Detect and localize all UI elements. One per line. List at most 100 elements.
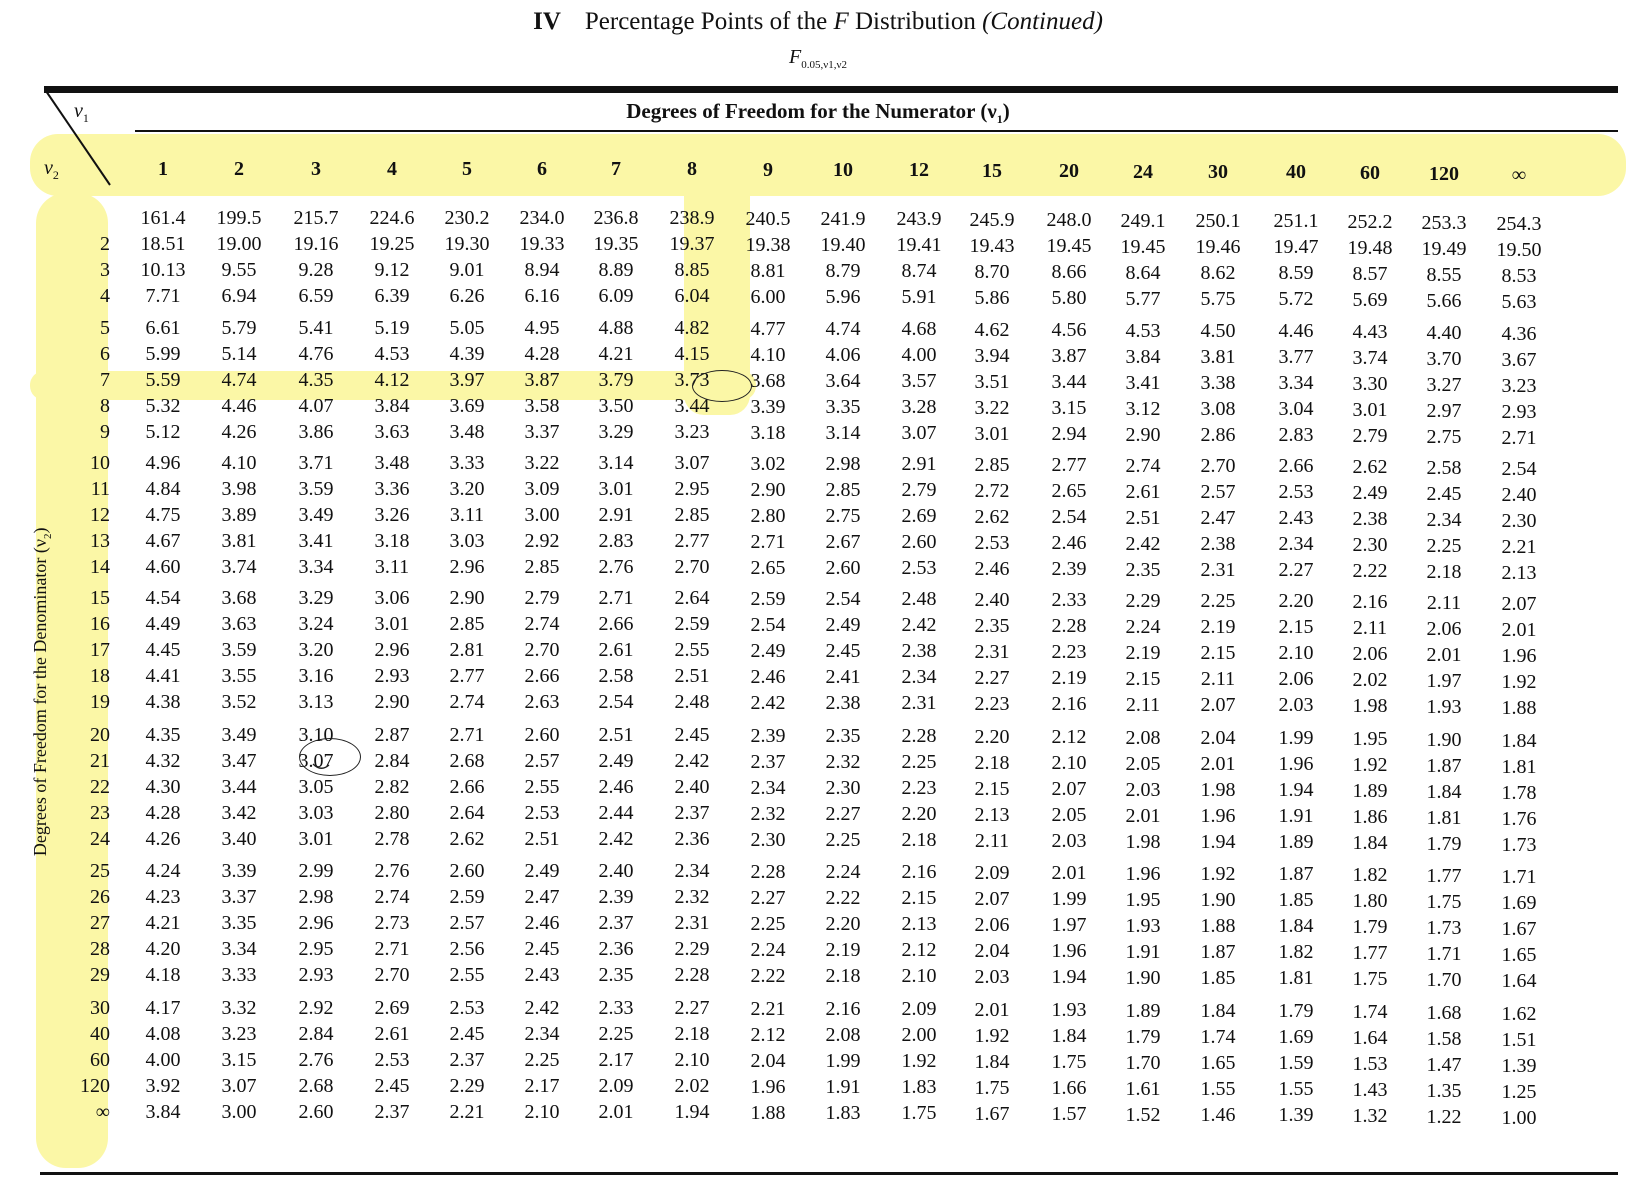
table-cell: 2.44: [598, 802, 634, 824]
table-row: 16 4.49 3.63 3.24 3.01 2.85 2.74 2.66 2.59 2.54 2.…: [0, 611, 1636, 641]
table-cell: 3.01: [974, 423, 1010, 445]
table-cell: 2.66: [598, 613, 634, 635]
table-cell: 2.41: [825, 666, 861, 688]
table-cell: 2.18: [974, 752, 1010, 774]
table-cell: 2.53: [901, 557, 937, 579]
table-cell: 2.49: [598, 750, 634, 772]
table-cell: 3.87: [1051, 345, 1087, 367]
table-row: 18 4.41 3.55 3.16 2.93 2.77 2.66 2.58 2.51 2.46 2.…: [0, 663, 1636, 693]
table-cell: 4.10: [221, 452, 257, 474]
table-cell: 3.28: [901, 396, 937, 418]
table-cell: 2.31: [674, 912, 710, 934]
table-cell: 2.72: [974, 480, 1010, 502]
table-cell: 2.27: [825, 803, 861, 825]
table-cell: 2.51: [524, 828, 560, 850]
table-cell: 9.55: [221, 259, 257, 281]
table-cell: 1.66: [1051, 1077, 1087, 1099]
table-cell: 2.54: [598, 691, 634, 713]
table-cell: 2.69: [901, 505, 937, 527]
table-cell: 2.38: [1352, 508, 1388, 530]
row-label: 29: [90, 964, 110, 986]
table-cell: 1.89: [1352, 780, 1388, 802]
table-cell: 4.06: [825, 344, 861, 366]
table-cell: 2.17: [598, 1049, 634, 1071]
table-cell: 2.28: [901, 725, 937, 747]
table-cell: 3.40: [221, 828, 257, 850]
table-cell: 3.13: [298, 691, 334, 713]
table-cell: 2.85: [524, 556, 560, 578]
table-cell: 2.49: [750, 640, 786, 662]
table-cell: 2.54: [750, 614, 786, 636]
table-cell: 6.09: [598, 285, 634, 307]
table-cell: 2.60: [298, 1101, 334, 1123]
table-cell: 2.06: [974, 914, 1010, 936]
table-cell: 3.50: [598, 395, 634, 417]
table-cell: 2.71: [1501, 427, 1537, 449]
table-cell: 2.83: [1278, 424, 1314, 446]
table-cell: 2.51: [598, 724, 634, 746]
table-cell: 2.55: [449, 964, 485, 986]
table-cell: 2.17: [524, 1075, 560, 1097]
table-cell: 199.5: [216, 207, 262, 229]
table-cell: 8.53: [1501, 265, 1537, 287]
table-cell: 2.53: [1278, 481, 1314, 503]
table-cell: 3.42: [221, 802, 257, 824]
table-cell: 1.99: [825, 1050, 861, 1072]
table-cell: 2.34: [750, 777, 786, 799]
table-cell: 1.97: [1426, 670, 1462, 692]
table-cell: 2.15: [1278, 616, 1314, 638]
table-cell: 234.0: [519, 207, 565, 229]
table-cell: 2.22: [825, 887, 861, 909]
table-cell: 2.20: [1278, 590, 1314, 612]
table-cell: 1.75: [974, 1077, 1010, 1099]
table-cell: 2.59: [750, 588, 786, 610]
table-cell: 3.11: [374, 556, 410, 578]
table-cell: 2.34: [901, 666, 937, 688]
table-cell: 1.86: [1352, 806, 1388, 828]
table-cell: 1.67: [1501, 918, 1537, 940]
table-cell: 4.53: [1125, 320, 1161, 342]
row-label: ∞: [95, 1101, 110, 1123]
table-cell: 2.34: [1278, 533, 1314, 555]
table-cell: 2.38: [1200, 533, 1236, 555]
table-cell: 1.89: [1278, 831, 1314, 853]
table-cell: 2.27: [1278, 559, 1314, 581]
table-cell: 2.24: [750, 939, 786, 961]
circle-annotation: [692, 370, 752, 402]
table-cell: 2.34: [1426, 509, 1462, 531]
table-cell: 2.01: [1426, 644, 1462, 666]
row-label: 17: [90, 639, 110, 661]
table-cell: 2.29: [449, 1075, 485, 1097]
table-cell: 2.11: [974, 830, 1010, 852]
table-cell: 2.05: [1051, 804, 1087, 826]
table-cell: 2.74: [1125, 455, 1161, 477]
table-cell: 2.16: [1352, 591, 1388, 613]
table-cell: 1.82: [1278, 941, 1314, 963]
table-cell: 2.84: [374, 750, 410, 772]
table-cell: 2.11: [1426, 592, 1462, 614]
table-cell: 1.98: [1200, 779, 1236, 801]
table-cell: 4.82: [674, 317, 710, 339]
row-label: 27: [90, 912, 110, 934]
table-cell: 1.76: [1501, 808, 1537, 830]
table-cell: 2.15: [1125, 668, 1161, 690]
table-cell: 4.08: [145, 1023, 181, 1045]
table-cell: 215.7: [293, 207, 339, 229]
table-cell: 1.91: [825, 1076, 861, 1098]
table-cell: 1.25: [1501, 1081, 1537, 1103]
table-cell: 4.77: [750, 318, 786, 340]
table-cell: 2.40: [1501, 484, 1537, 506]
table-cell: 249.1: [1120, 210, 1166, 232]
table-cell: 1.94: [674, 1101, 710, 1123]
table-cell: 3.74: [221, 556, 257, 578]
table-cell: 1.83: [825, 1102, 861, 1124]
table-cell: 2.36: [598, 938, 634, 960]
table-cell: 2.38: [901, 640, 937, 662]
table-cell: 4.36: [1501, 323, 1537, 345]
table-cell: 2.13: [974, 804, 1010, 826]
highlight-row-7: [30, 371, 756, 400]
table-cell: 3.03: [298, 802, 334, 824]
row-label: 10: [90, 452, 110, 474]
table-cell: 4.12: [374, 369, 410, 391]
table-cell: 2.77: [449, 665, 485, 687]
